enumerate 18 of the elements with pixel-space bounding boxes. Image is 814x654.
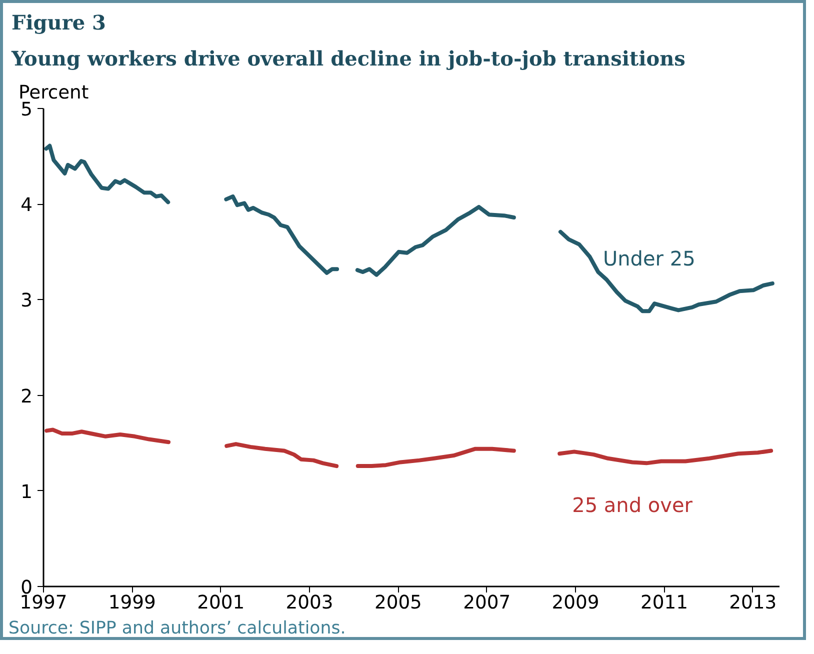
- y-tick-label: 2: [20, 386, 33, 408]
- y-tick-label: 5: [20, 100, 33, 120]
- x-tick-label: 2001: [197, 592, 245, 614]
- x-tick-label: 2005: [374, 592, 422, 614]
- y-tick-label: 4: [20, 195, 33, 216]
- chart-title: Figure 3: [12, 10, 106, 34]
- series-label: 25 and over: [572, 493, 694, 518]
- source-note: Source: SIPP and authors’ calculations.: [8, 618, 346, 638]
- x-tick-label: 2013: [729, 592, 777, 614]
- x-tick-label: 2003: [286, 592, 334, 614]
- x-tick-label: 1999: [108, 592, 156, 614]
- x-tick-label: 2009: [552, 592, 600, 614]
- y-tick-label: 1: [20, 482, 33, 503]
- y-tick-label: 3: [20, 290, 33, 312]
- x-tick-label: 2007: [463, 592, 511, 614]
- series-label: Under 25: [602, 246, 696, 271]
- chart-subtitle: Young workers drive overall decline in job-to-job transitions: [10, 46, 686, 70]
- x-tick-label: 2011: [640, 592, 688, 614]
